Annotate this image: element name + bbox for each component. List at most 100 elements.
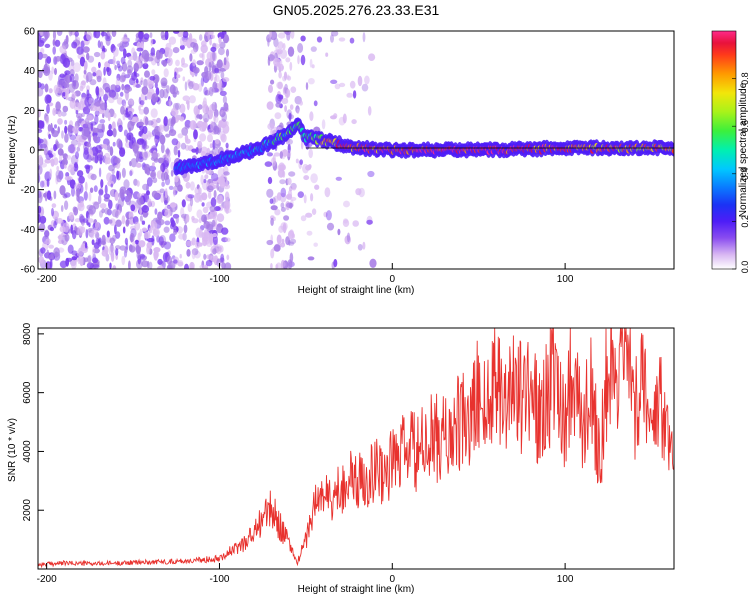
noise-blob xyxy=(154,138,158,144)
noise-blob xyxy=(38,255,44,264)
noise-blob xyxy=(129,170,133,177)
noise-blob xyxy=(282,170,286,178)
noise-blob xyxy=(117,118,122,124)
noise-blob xyxy=(325,210,332,221)
noise-blob xyxy=(220,253,225,263)
noise-blob xyxy=(48,254,54,261)
noise-blob xyxy=(136,180,140,187)
noise-blob xyxy=(114,64,117,71)
noise-blob xyxy=(197,140,203,149)
noise-blob xyxy=(62,153,68,160)
noise-blob xyxy=(86,85,90,92)
noise-blob xyxy=(111,31,117,37)
noise-blob xyxy=(221,227,229,235)
noise-blob xyxy=(277,81,284,90)
noise-blob xyxy=(89,187,94,193)
noise-blob xyxy=(190,41,196,48)
x-tick-label: 0 xyxy=(390,574,396,585)
noise-blob xyxy=(123,87,130,94)
noise-blob xyxy=(127,192,133,200)
noise-blob xyxy=(351,119,357,125)
noise-blob xyxy=(217,223,222,228)
noise-blob xyxy=(215,139,220,145)
noise-blob xyxy=(266,239,274,246)
noise-blob xyxy=(141,86,149,95)
noise-blob xyxy=(281,98,289,105)
noise-blob xyxy=(203,253,207,260)
snr-series-line xyxy=(38,328,674,569)
noise-blob xyxy=(135,78,139,84)
noise-blob xyxy=(115,248,119,256)
noise-blob xyxy=(216,258,222,267)
noise-blob xyxy=(289,252,294,263)
noise-blob xyxy=(278,32,286,39)
x-tick-label: -100 xyxy=(209,574,229,585)
noise-blob xyxy=(276,234,282,245)
snr-x-label: Height of straight line (km) xyxy=(298,584,415,595)
snr-plot-area xyxy=(38,328,674,569)
noise-blob xyxy=(291,185,297,191)
noise-blob xyxy=(108,164,115,172)
noise-blob xyxy=(46,94,52,104)
noise-blob xyxy=(214,206,221,212)
noise-blob xyxy=(104,184,108,195)
noise-blob xyxy=(115,77,120,88)
noise-blob xyxy=(38,193,43,204)
noise-blob xyxy=(208,213,214,220)
noise-blob xyxy=(157,218,165,226)
noise-blob xyxy=(41,180,49,188)
noise-blob xyxy=(38,163,41,171)
spectrogram-noise xyxy=(38,31,377,269)
noise-blob xyxy=(64,133,69,143)
noise-blob xyxy=(174,175,179,183)
noise-blob xyxy=(150,108,158,118)
noise-blob xyxy=(76,46,84,55)
noise-blob xyxy=(79,213,84,223)
noise-blob xyxy=(143,33,150,40)
noise-blob xyxy=(215,244,222,255)
noise-blob xyxy=(281,238,285,244)
spectrogram-y-label: Frequency (Hz) xyxy=(7,116,18,185)
noise-blob xyxy=(207,32,210,41)
noise-blob xyxy=(53,220,57,229)
noise-blob xyxy=(48,244,54,249)
noise-blob xyxy=(299,100,303,106)
noise-blob xyxy=(133,62,139,72)
x-tick-label: 100 xyxy=(557,574,574,585)
noise-blob xyxy=(286,149,292,157)
noise-blob xyxy=(335,176,342,181)
noise-blob xyxy=(76,146,81,152)
noise-blob xyxy=(221,112,227,122)
noise-blob xyxy=(105,87,113,98)
noise-blob xyxy=(173,31,180,34)
noise-blob xyxy=(288,112,292,122)
noise-blob xyxy=(125,107,129,116)
noise-blob xyxy=(208,190,212,199)
snr-y-ticks: 2000 4000 6000 8000 xyxy=(22,322,44,521)
noise-blob xyxy=(67,144,75,154)
noise-blob xyxy=(113,112,117,119)
noise-blob xyxy=(119,45,125,52)
noise-blob xyxy=(114,157,121,164)
noise-blob xyxy=(111,209,119,218)
noise-blob xyxy=(134,221,141,231)
noise-blob xyxy=(289,61,293,71)
noise-blob xyxy=(111,45,117,52)
noise-blob xyxy=(59,153,63,162)
noise-blob xyxy=(86,89,90,97)
noise-blob xyxy=(202,206,209,214)
noise-blob xyxy=(108,199,113,210)
noise-blob xyxy=(104,207,110,215)
noise-blob xyxy=(326,222,335,231)
noise-blob xyxy=(264,161,273,167)
noise-blob xyxy=(112,128,117,138)
noise-blob xyxy=(43,63,51,74)
noise-blob xyxy=(267,123,275,130)
noise-blob xyxy=(270,79,275,85)
noise-blob xyxy=(210,46,217,53)
noise-blob xyxy=(84,257,89,263)
noise-blob xyxy=(310,173,318,184)
noise-blob xyxy=(91,105,97,112)
noise-blob xyxy=(206,51,213,61)
